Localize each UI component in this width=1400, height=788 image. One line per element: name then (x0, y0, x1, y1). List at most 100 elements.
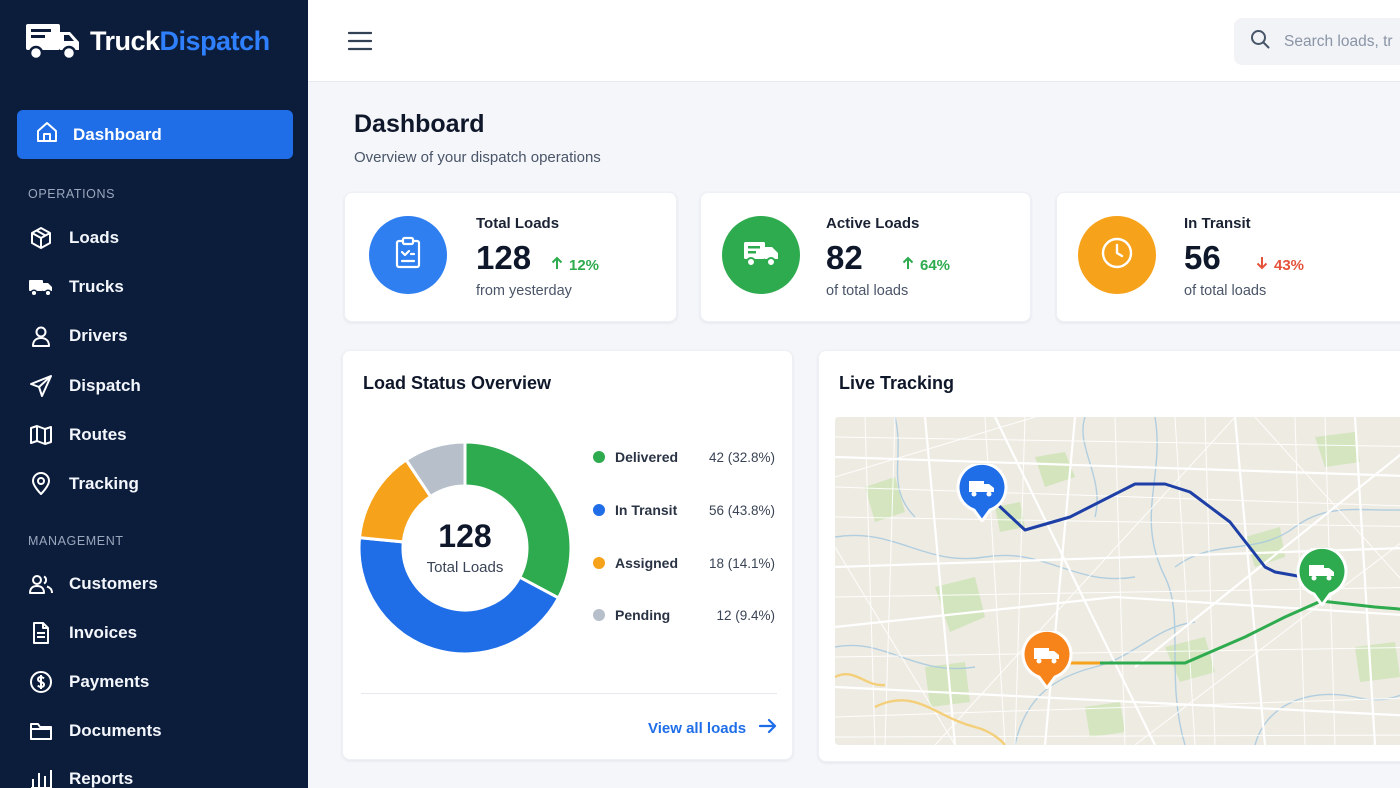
stat-card-in-transit[interactable]: In Transit 56 43% of total loads (1056, 192, 1400, 322)
stat-change: 12% (550, 256, 599, 274)
truck-marker-blue[interactable] (956, 461, 1008, 527)
stat-change: 64% (901, 256, 950, 274)
sidebar-item-invoices[interactable]: Invoices (28, 618, 137, 648)
sidebar-item-label: Dispatch (69, 376, 141, 395)
sidebar-item-label: Reports (69, 769, 134, 788)
sidebar-item-label: Invoices (69, 623, 138, 642)
sidebar-item-label: Payments (69, 672, 150, 691)
stat-card-total-loads[interactable]: Total Loads 128 12% from yesterday (344, 192, 677, 322)
stat-change-value: 64% (920, 256, 951, 274)
sidebar-item-dashboard[interactable]: Dashboard (17, 110, 293, 159)
sidebar-item-label: Routes (69, 425, 127, 444)
legend-name: Pending (615, 607, 671, 623)
stat-change-value: 12% (569, 256, 600, 274)
sidebar-item-label: Documents (69, 721, 162, 740)
top-bar: Search loads, tr (308, 0, 1400, 82)
view-all-loads-link[interactable]: View all loads (648, 718, 777, 738)
legend-dot (593, 609, 605, 621)
donut-slice-delivered[interactable] (463, 440, 573, 600)
legend-name: Assigned (615, 555, 679, 571)
home-icon (35, 120, 59, 149)
arrow-down-icon (1255, 256, 1269, 274)
divider (361, 693, 777, 694)
panel-title: Live Tracking (839, 373, 955, 393)
clock-icon (1100, 236, 1134, 275)
panel-title: Load Status Overview (363, 373, 552, 393)
stat-change: 43% (1255, 256, 1304, 274)
stat-value: 56 (1184, 239, 1221, 276)
box-icon (28, 225, 54, 251)
sidebar-item-label: Drivers (69, 326, 128, 345)
sidebar-item-label: Loads (69, 228, 120, 247)
stat-icon-badge (369, 216, 447, 294)
sidebar-item-documents[interactable]: Documents (28, 716, 162, 746)
legend-value: 42 (32.8%) (708, 449, 775, 465)
stat-note: of total loads (826, 283, 909, 299)
folder-icon (28, 718, 54, 744)
stat-icon-badge (722, 216, 800, 294)
user-icon (28, 323, 54, 349)
truck-logo-icon (24, 20, 82, 62)
donut-chart: 128 Total Loads (357, 429, 573, 667)
truck-marker-green[interactable] (1296, 545, 1348, 611)
page-title: Dashboard (354, 110, 485, 138)
send-icon (28, 373, 54, 399)
stat-card-active-loads[interactable]: Active Loads 82 64% of total loads (700, 192, 1031, 322)
users-icon (28, 571, 54, 597)
bar-chart-icon (28, 766, 54, 788)
stat-icon-badge (1078, 216, 1156, 294)
sidebar-item-drivers[interactable]: Drivers (28, 321, 128, 351)
truck-marker-orange[interactable] (1021, 628, 1073, 694)
stat-value: 128 (476, 239, 532, 276)
location-pin-icon (28, 471, 54, 497)
menu-icon[interactable] (347, 30, 373, 57)
donut-center-label: Total Loads (426, 559, 504, 576)
stat-note: of total loads (1184, 283, 1267, 299)
app-logo[interactable]: TruckDispatch (24, 20, 270, 62)
arrow-right-icon (759, 718, 777, 738)
sidebar-item-label: Tracking (69, 474, 139, 493)
sidebar-item-payments[interactable]: Payments (28, 667, 149, 697)
sidebar-item-label: Trucks (69, 277, 124, 296)
search-input[interactable]: Search loads, tr (1234, 18, 1400, 65)
sidebar-item-loads[interactable]: Loads (28, 223, 119, 253)
app-name: TruckDispatch (90, 25, 270, 56)
stat-title: In Transit (1184, 215, 1251, 232)
legend-item-pending: Pending 12 (9.4%) (593, 605, 775, 625)
sidebar-item-label: Customers (69, 574, 158, 593)
dollar-icon (28, 669, 54, 695)
arrow-up-icon (901, 256, 915, 274)
stat-title: Total Loads (476, 215, 560, 232)
stat-title: Active Loads (826, 215, 920, 232)
clipboard-icon (392, 236, 424, 275)
legend-item-in-transit: In Transit 56 (43.8%) (593, 500, 775, 520)
sidebar-item-trucks[interactable]: Trucks (28, 272, 124, 302)
legend-value: 12 (9.4%) (716, 607, 775, 623)
view-all-label: View all loads (648, 719, 747, 737)
sidebar-item-customers[interactable]: Customers (28, 569, 158, 599)
legend-name: Delivered (615, 449, 679, 465)
map-icon (28, 422, 54, 448)
stat-change-value: 43% (1274, 256, 1305, 274)
sidebar-item-reports[interactable]: Reports (28, 764, 133, 788)
sidebar-item-dispatch[interactable]: Dispatch (28, 371, 141, 401)
legend-value: 56 (43.8%) (708, 502, 775, 518)
load-status-panel: Load Status Overview 128 Total Loads Del… (342, 350, 793, 760)
sidebar-item-tracking[interactable]: Tracking (28, 469, 139, 499)
legend-item-delivered: Delivered 42 (32.8%) (593, 447, 775, 467)
legend-dot (593, 504, 605, 516)
section-heading-management: MANAGEMENT (28, 534, 124, 548)
search-icon (1250, 29, 1270, 54)
legend-name: In Transit (615, 502, 678, 518)
legend-dot (593, 557, 605, 569)
stat-note: from yesterday (476, 283, 572, 299)
donut-slice-pending[interactable] (404, 440, 467, 499)
donut-slice-in-transit[interactable] (357, 535, 561, 656)
truck-icon (742, 238, 780, 273)
truck-icon (28, 274, 54, 300)
page-subtitle: Overview of your dispatch operations (354, 149, 601, 166)
stat-value: 82 (826, 239, 863, 276)
tracking-map[interactable] (835, 417, 1400, 745)
sidebar-item-routes[interactable]: Routes (28, 420, 127, 450)
sidebar: TruckDispatch Dashboard OPERATIONS Loads… (0, 0, 308, 788)
